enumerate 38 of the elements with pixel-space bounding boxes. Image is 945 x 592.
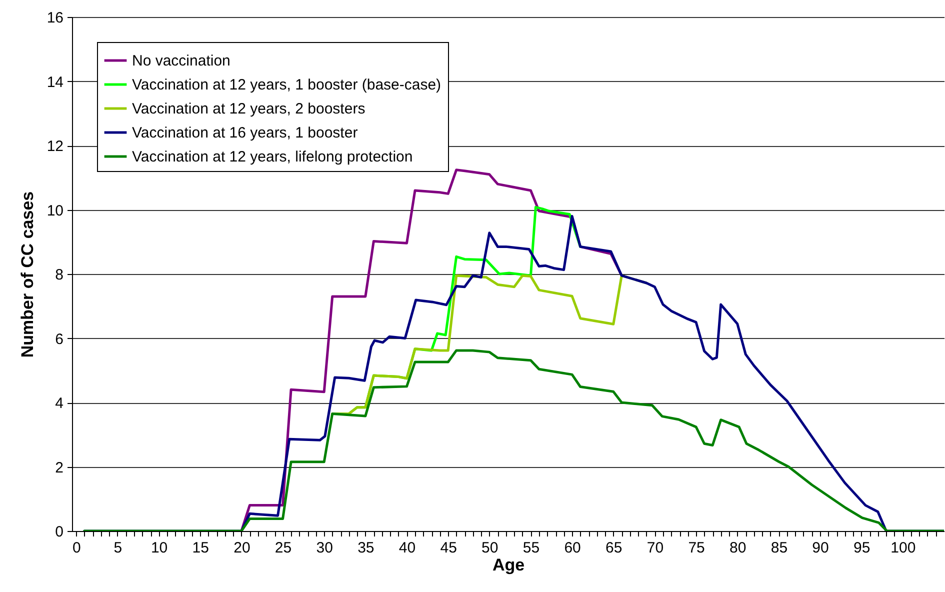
y-tick-label: 10 [46, 202, 64, 220]
x-tick-label: 0 [72, 540, 81, 556]
x-tick-label: 40 [398, 540, 416, 556]
x-axis-title: Age [492, 556, 525, 574]
y-tick-label: 14 [46, 74, 64, 91]
x-tick-label: 85 [770, 540, 788, 556]
x-tick-label: 95 [854, 540, 870, 556]
x-tick-label: 25 [274, 540, 292, 556]
x-tick-label: 20 [234, 540, 250, 556]
legend-label: Vaccination at 12 years, 1 booster (base-case) [132, 76, 442, 94]
legend-label: Vaccination at 12 years, 2 boosters [132, 100, 366, 118]
y-tick-label: 2 [55, 459, 64, 476]
x-tick-label: 60 [564, 540, 581, 556]
line-series [83, 349, 944, 531]
x-tick-label: 5 [114, 540, 122, 556]
x-tick-label: 100 [890, 540, 916, 556]
x-tick-label: 90 [812, 540, 829, 556]
y-tick-label: 8 [55, 266, 64, 284]
x-tick-label: 55 [522, 540, 540, 556]
y-tick-label: 4 [55, 395, 64, 412]
y-tick-label: 0 [55, 524, 64, 540]
legend-label: Vaccination at 12 years, lifelong protection [132, 148, 413, 166]
x-tick-label: 65 [606, 540, 622, 556]
y-tick-label: 6 [55, 330, 64, 348]
x-tick-label: 75 [688, 540, 705, 556]
x-tick-label: 70 [646, 540, 664, 556]
x-tick-label: 35 [358, 540, 374, 556]
legend-label: Vaccination at 16 years, 1 booster [132, 124, 358, 142]
x-tick-label: 50 [482, 540, 498, 556]
legend-label: No vaccination [132, 52, 230, 70]
y-tick-label: 12 [46, 138, 64, 155]
y-axis-title: Number of CC cases [18, 191, 37, 358]
x-tick-label: 10 [150, 540, 168, 556]
y-tick-label: 16 [46, 10, 64, 26]
x-tick-label: 80 [730, 540, 746, 556]
x-tick-label: 45 [440, 540, 457, 556]
x-tick-label: 30 [316, 540, 333, 556]
x-tick-label: 15 [192, 540, 209, 556]
